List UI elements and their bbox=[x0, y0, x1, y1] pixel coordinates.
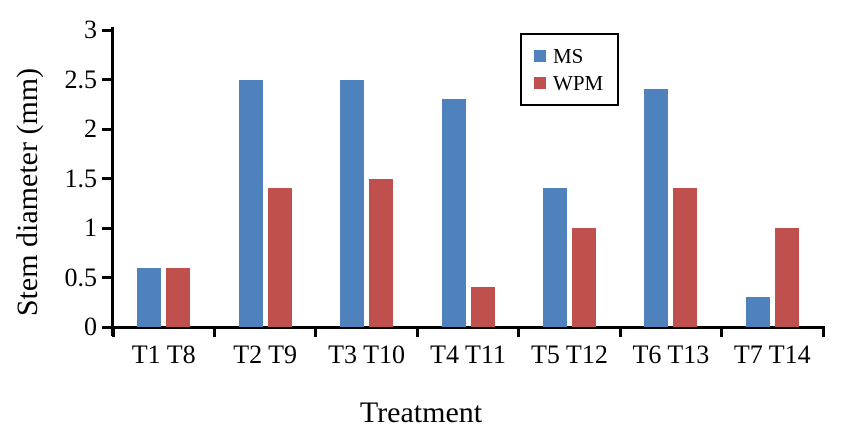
y-tick-label: 2 bbox=[84, 114, 97, 143]
y-tick-label: 1.5 bbox=[64, 163, 98, 193]
y-tick-label: 2.5 bbox=[64, 64, 98, 94]
y-tick-label: 1 bbox=[84, 213, 97, 242]
bar-wpm bbox=[774, 228, 799, 327]
bar-wpm bbox=[267, 188, 292, 327]
x-axis-tick bbox=[821, 326, 825, 337]
legend: MS WPM bbox=[520, 33, 620, 106]
y-axis-tick bbox=[102, 325, 112, 329]
x-tick-label: T1 T8 bbox=[131, 340, 196, 369]
y-axis-tick bbox=[102, 276, 112, 279]
legend-swatch-icon bbox=[534, 77, 546, 89]
x-axis-tick bbox=[314, 326, 318, 337]
bar-ms bbox=[644, 89, 669, 327]
y-axis-tick bbox=[102, 177, 112, 180]
x-tick-label: T3 T10 bbox=[328, 340, 405, 369]
y-axis-tick bbox=[102, 28, 112, 32]
x-axis-tick bbox=[517, 326, 521, 337]
x-tick-label: T2 T9 bbox=[233, 340, 298, 369]
y-axis-tick bbox=[102, 226, 112, 230]
x-axis-tick bbox=[618, 326, 622, 337]
bar-wpm bbox=[369, 178, 394, 327]
y-tick-label: 0 bbox=[84, 312, 97, 341]
x-tick-label: T6 T13 bbox=[632, 340, 710, 369]
bar-ms bbox=[542, 188, 567, 327]
x-axis-tick bbox=[111, 326, 115, 337]
bar-ms bbox=[137, 267, 162, 327]
bar-wpm bbox=[470, 287, 495, 327]
y-tick-label: 3 bbox=[84, 15, 97, 44]
x-axis-tick bbox=[212, 326, 216, 337]
bar-wpm bbox=[673, 188, 698, 327]
x-tick-label: T4 T11 bbox=[430, 340, 506, 369]
legend-item-wpm: WPM bbox=[534, 71, 603, 95]
x-axis-tick bbox=[720, 326, 724, 337]
bar-ms bbox=[340, 79, 365, 327]
bar-wpm bbox=[166, 267, 191, 327]
bar-wpm bbox=[571, 228, 596, 327]
y-axis-line bbox=[111, 27, 114, 336]
legend-label: MS bbox=[553, 44, 584, 68]
x-axis-line bbox=[111, 326, 825, 329]
bar-ms bbox=[238, 79, 263, 327]
legend-label: WPM bbox=[553, 71, 604, 95]
y-axis-tick bbox=[102, 127, 112, 131]
legend-swatch-icon bbox=[534, 50, 546, 62]
x-axis-tick bbox=[415, 326, 419, 337]
bar-ms bbox=[745, 297, 770, 327]
x-axis-title: Treatment bbox=[359, 396, 483, 429]
y-tick-label: 0.5 bbox=[64, 262, 98, 292]
x-tick-label: T5 T12 bbox=[531, 340, 608, 369]
bar-ms bbox=[441, 99, 466, 327]
y-axis-tick bbox=[102, 78, 112, 81]
legend-item-ms: MS bbox=[534, 44, 603, 68]
x-tick-label: T7 T14 bbox=[733, 340, 811, 369]
